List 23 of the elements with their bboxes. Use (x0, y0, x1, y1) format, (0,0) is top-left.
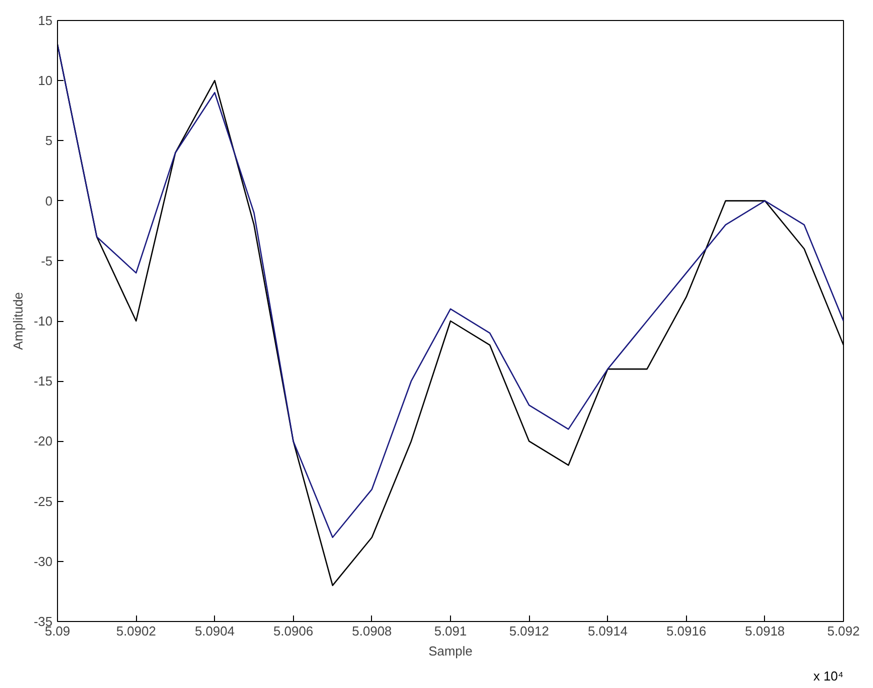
y-tick-label: -5 (40, 253, 53, 268)
text: x 10⁴ (813, 668, 844, 684)
y-tick-label: 10 (38, 73, 53, 88)
x-tick-label: 5.091 (434, 624, 467, 638)
x-tick-label: 5.0912 (509, 624, 549, 638)
x-tick-label: 5.0906 (273, 624, 314, 638)
y-tick-label: -30 (34, 554, 53, 569)
y-axis-title: Amplitude (10, 292, 26, 350)
y-tick-label: -25 (34, 494, 53, 509)
x-tick-label: 5.0908 (352, 624, 392, 638)
x-axis-title: Sample (428, 644, 473, 658)
y-tick-label: -20 (34, 434, 53, 449)
x-tick-label: 5.0916 (666, 624, 706, 638)
y-tick-label: 0 (45, 193, 53, 208)
x-tick-label: 5.092 (827, 624, 860, 638)
x-tick-label: 5.0902 (116, 624, 156, 638)
y-tick-label: 15 (38, 13, 53, 28)
x-tick-label: 5.0918 (745, 624, 785, 638)
y-tick-label: 5 (45, 133, 53, 148)
x-tick-label: 5.0914 (588, 624, 628, 638)
y-tick-label: -10 (34, 314, 53, 328)
x-tick-label: 5.0904 (194, 624, 235, 638)
y-tick-label: -15 (34, 374, 53, 389)
